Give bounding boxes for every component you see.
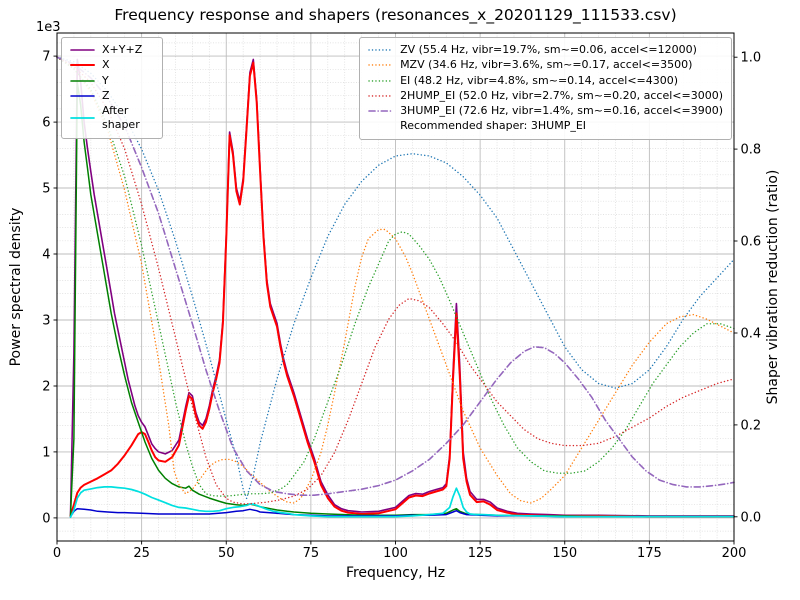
svg-text:5: 5 <box>42 182 50 197</box>
legend-entry: Z <box>70 89 154 103</box>
svg-text:100: 100 <box>383 546 408 561</box>
svg-text:150: 150 <box>552 546 577 561</box>
legend-entry: 3HUMP_EI (72.6 Hz, vibr=1.4%, sm~=0.16, … <box>368 104 723 118</box>
legend-line-sample <box>368 60 393 70</box>
svg-text:4: 4 <box>42 248 50 263</box>
legend-spacer <box>368 122 393 132</box>
chart-title: Frequency response and shapers (resonanc… <box>114 6 677 24</box>
legend-label: Z <box>102 88 110 102</box>
svg-text:1: 1 <box>42 445 50 460</box>
legend-entry: MZV (34.6 Hz, vibr=3.6%, sm~=0.17, accel… <box>368 58 723 72</box>
y-axis-label-left: Power spectral density <box>8 207 24 367</box>
svg-text:50: 50 <box>218 546 235 561</box>
svg-text:25: 25 <box>133 546 150 561</box>
legend-label: X+Y+Z <box>102 43 143 56</box>
legend-entry: X <box>70 58 154 72</box>
legend-label: Y <box>102 73 109 87</box>
svg-text:0.0: 0.0 <box>741 510 762 525</box>
legend-entry: Recommended shaper: 3HUMP_EI <box>368 119 723 133</box>
legend-label: Recommended shaper: 3HUMP_EI <box>400 119 587 133</box>
legend-line-sample <box>368 76 393 86</box>
legend-entry: Y <box>70 74 154 88</box>
y-axis-label-right: Shaper vibration reduction (ratio) <box>765 169 781 405</box>
svg-text:7: 7 <box>42 50 50 65</box>
legend-entry: X+Y+Z <box>70 43 154 57</box>
svg-text:1.0: 1.0 <box>741 51 762 66</box>
svg-text:75: 75 <box>303 546 320 561</box>
legend-line-sample <box>70 113 95 123</box>
x-axis-label: Frequency, Hz <box>345 565 446 581</box>
legend-entry: EI (48.2 Hz, vibr=4.8%, sm~=0.14, accel<… <box>368 74 723 88</box>
legend-psd: X+Y+Z X Y Z After shaper <box>61 37 163 139</box>
legend-label: 2HUMP_EI (52.0 Hz, vibr=2.7%, sm~=0.20, … <box>400 88 723 102</box>
y-axis-offset-text: 1e3 <box>36 20 61 35</box>
svg-text:0.4: 0.4 <box>741 327 762 342</box>
legend-line-sample <box>368 45 393 55</box>
legend-label: X <box>102 58 110 72</box>
svg-text:0: 0 <box>42 511 50 526</box>
svg-text:125: 125 <box>468 546 493 561</box>
svg-text:175: 175 <box>637 546 662 561</box>
svg-text:0.8: 0.8 <box>741 143 762 158</box>
legend-line-sample <box>70 45 95 55</box>
legend-line-sample <box>70 91 95 101</box>
legend-shapers: ZV (55.4 Hz, vibr=19.7%, sm~=0.06, accel… <box>359 37 732 140</box>
svg-text:0.6: 0.6 <box>741 235 762 250</box>
legend-entry: After shaper <box>70 104 154 133</box>
legend-line-sample <box>368 91 393 101</box>
svg-text:0.2: 0.2 <box>741 418 762 433</box>
legend-line-sample <box>368 106 393 116</box>
legend-label: MZV (34.6 Hz, vibr=3.6%, sm~=0.17, accel… <box>400 58 693 72</box>
legend-label: EI (48.2 Hz, vibr=4.8%, sm~=0.14, accel<… <box>400 73 679 87</box>
svg-text:2: 2 <box>42 380 50 395</box>
legend-entry: 2HUMP_EI (52.0 Hz, vibr=2.7%, sm~=0.20, … <box>368 89 723 103</box>
legend-entry: ZV (55.4 Hz, vibr=19.7%, sm~=0.06, accel… <box>368 43 723 57</box>
legend-line-sample <box>70 60 95 70</box>
legend-label: After shaper <box>102 104 140 132</box>
svg-text:0: 0 <box>53 546 61 561</box>
legend-label: ZV (55.4 Hz, vibr=19.7%, sm~=0.06, accel… <box>400 43 697 56</box>
legend-label: 3HUMP_EI (72.6 Hz, vibr=1.4%, sm~=0.16, … <box>400 104 723 118</box>
svg-text:3: 3 <box>42 314 50 329</box>
legend-line-sample <box>70 76 95 86</box>
svg-text:200: 200 <box>722 546 747 561</box>
svg-text:6: 6 <box>42 116 50 131</box>
